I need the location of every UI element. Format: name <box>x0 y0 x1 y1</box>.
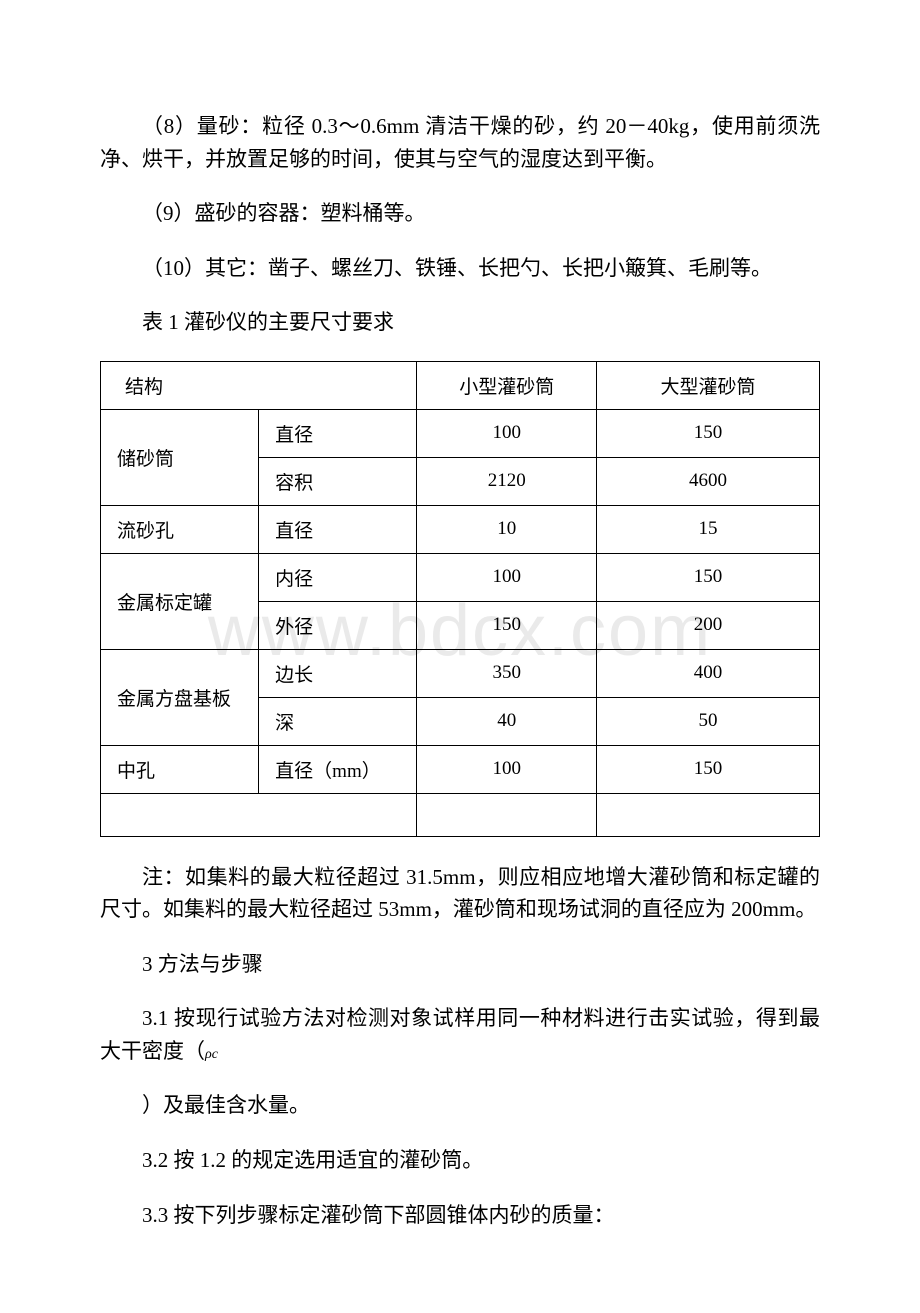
header-small: 小型灌砂筒 <box>417 361 597 409</box>
table-empty-row <box>101 793 820 836</box>
row-value: 150 <box>597 745 820 793</box>
row-sublabel: 外径 <box>259 601 417 649</box>
table-header-row: 结构 小型灌砂筒 大型灌砂筒 <box>101 361 820 409</box>
row-sublabel: 内径 <box>259 553 417 601</box>
table-row: 金属方盘基板 边长 350 400 <box>101 649 820 697</box>
row-value: 100 <box>417 553 597 601</box>
paragraph-10: （10）其它：凿子、螺丝刀、铁锤、长把勺、长把小簸箕、毛刷等。 <box>100 252 820 285</box>
rho-c-variable: ρc <box>205 1047 218 1062</box>
row-value: 40 <box>417 697 597 745</box>
table-note: 注：如集料的最大粒径超过 31.5mm，则应相应地增大灌砂筒和标定罐的尺寸。如集… <box>100 861 820 926</box>
row-label: 金属标定罐 <box>101 553 259 649</box>
table-title: 表 1 灌砂仪的主要尺寸要求 <box>100 306 820 339</box>
row-value: 100 <box>417 409 597 457</box>
row-value: 150 <box>597 553 820 601</box>
paragraph-3-3: 3.3 按下列步骤标定灌砂筒下部圆锥体内砂的质量： <box>100 1199 820 1232</box>
empty-cell <box>597 793 820 836</box>
row-sublabel: 直径 <box>259 409 417 457</box>
row-sublabel: 深 <box>259 697 417 745</box>
row-value: 10 <box>417 505 597 553</box>
section-3-heading: 3 方法与步骤 <box>100 948 820 981</box>
table-row: 中孔 直径（mm） 100 150 <box>101 745 820 793</box>
row-sublabel: 直径 <box>259 505 417 553</box>
table-row: 金属标定罐 内径 100 150 <box>101 553 820 601</box>
row-sublabel: 直径（mm） <box>259 745 417 793</box>
row-value: 4600 <box>597 457 820 505</box>
document-content: （8）量砂：粒径 0.3～0.6mm 清洁干燥的砂，约 20－40kg，使用前须… <box>100 110 820 1231</box>
row-sublabel: 边长 <box>259 649 417 697</box>
row-value: 350 <box>417 649 597 697</box>
paragraph-9: （9）盛砂的容器：塑料桶等。 <box>100 197 820 230</box>
table-row: 流砂孔 直径 10 15 <box>101 505 820 553</box>
row-label: 流砂孔 <box>101 505 259 553</box>
paragraph-8: （8）量砂：粒径 0.3～0.6mm 清洁干燥的砂，约 20－40kg，使用前须… <box>100 110 820 175</box>
paragraph-3-1a: 3.1 按现行试验方法对检测对象试样用同一种材料进行击实试验，得到最大干密度（ρ… <box>100 1002 820 1067</box>
row-value: 150 <box>597 409 820 457</box>
row-value: 15 <box>597 505 820 553</box>
row-sublabel: 容积 <box>259 457 417 505</box>
header-large: 大型灌砂筒 <box>597 361 820 409</box>
row-label: 储砂筒 <box>101 409 259 505</box>
header-structure: 结构 <box>101 361 417 409</box>
table-row: 储砂筒 直径 100 150 <box>101 409 820 457</box>
row-value: 50 <box>597 697 820 745</box>
row-label: 中孔 <box>101 745 259 793</box>
row-value: 150 <box>417 601 597 649</box>
dimensions-table: 结构 小型灌砂筒 大型灌砂筒 储砂筒 直径 100 150 容积 2120 46… <box>100 361 820 837</box>
row-value: 400 <box>597 649 820 697</box>
empty-cell <box>417 793 597 836</box>
paragraph-3-2: 3.2 按 1.2 的规定选用适宜的灌砂筒。 <box>100 1144 820 1177</box>
row-value: 2120 <box>417 457 597 505</box>
paragraph-3-1b: ）及最佳含水量。 <box>100 1089 820 1122</box>
empty-cell <box>101 793 417 836</box>
row-value: 200 <box>597 601 820 649</box>
row-label: 金属方盘基板 <box>101 649 259 745</box>
row-value: 100 <box>417 745 597 793</box>
